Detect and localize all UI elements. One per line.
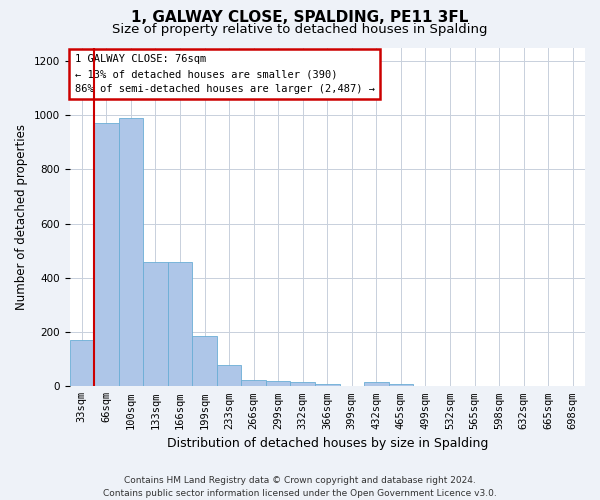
X-axis label: Distribution of detached houses by size in Spalding: Distribution of detached houses by size … <box>167 437 488 450</box>
Text: 1, GALWAY CLOSE, SPALDING, PE11 3FL: 1, GALWAY CLOSE, SPALDING, PE11 3FL <box>131 10 469 25</box>
Bar <box>217 364 241 386</box>
Bar <box>364 382 389 386</box>
Text: Size of property relative to detached houses in Spalding: Size of property relative to detached ho… <box>112 22 488 36</box>
Text: Contains HM Land Registry data © Crown copyright and database right 2024.
Contai: Contains HM Land Registry data © Crown c… <box>103 476 497 498</box>
Bar <box>315 384 340 386</box>
Bar <box>168 262 192 386</box>
Bar <box>266 381 290 386</box>
Bar <box>389 384 413 386</box>
Bar <box>143 262 168 386</box>
Bar <box>192 336 217 386</box>
Bar <box>94 124 119 386</box>
Bar <box>119 118 143 386</box>
Y-axis label: Number of detached properties: Number of detached properties <box>15 124 28 310</box>
Text: 1 GALWAY CLOSE: 76sqm
← 13% of detached houses are smaller (390)
86% of semi-det: 1 GALWAY CLOSE: 76sqm ← 13% of detached … <box>74 54 374 94</box>
Bar <box>241 380 266 386</box>
Bar <box>70 340 94 386</box>
Bar <box>290 382 315 386</box>
